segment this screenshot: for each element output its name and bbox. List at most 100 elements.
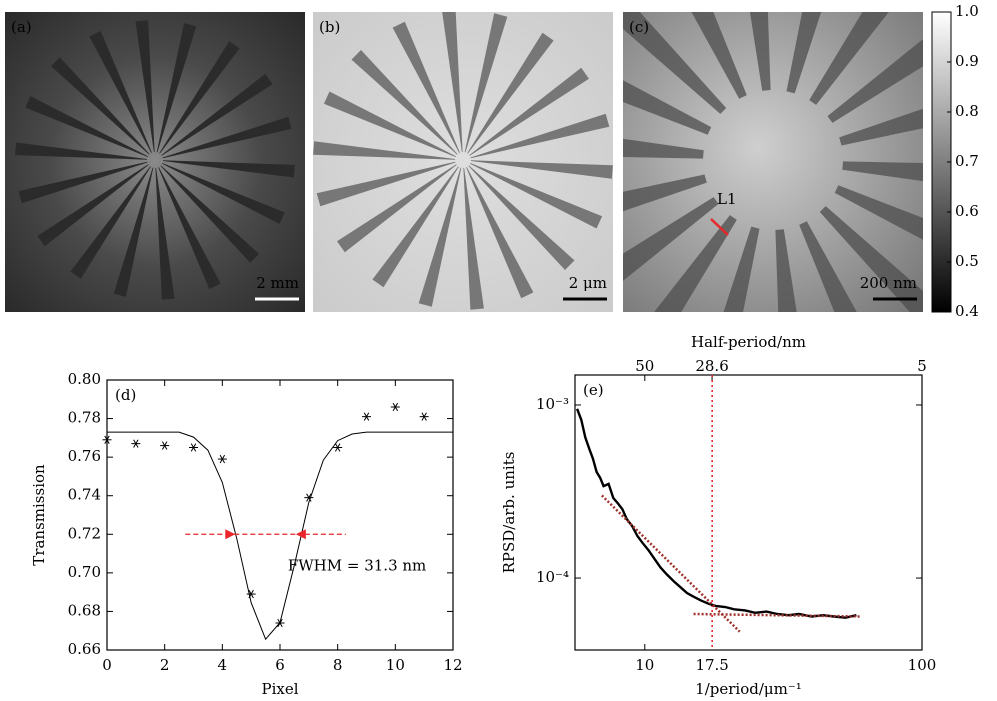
- spoke: [162, 116, 292, 159]
- x2-axis-label: Half-period/nm: [691, 333, 806, 351]
- spoke: [775, 229, 797, 312]
- image-background: [5, 12, 305, 312]
- spoke: [51, 57, 150, 155]
- x-tick-label: 2: [160, 656, 170, 674]
- spoke: [372, 166, 459, 288]
- star-stroke: [306, 493, 312, 502]
- spoke: [18, 161, 148, 204]
- colorbar-tick-label: 0.6: [955, 202, 979, 220]
- scale-bar-label: 2 μm: [569, 274, 607, 292]
- x2-tick-label: 50: [635, 357, 654, 375]
- data-point: [333, 443, 343, 452]
- x-axis-label: 1/period/μm⁻¹: [695, 680, 802, 698]
- data-point: [131, 439, 141, 448]
- star-stroke: [161, 441, 168, 450]
- fit-line: [601, 494, 741, 633]
- colorbar-tick-label: 0.5: [955, 252, 979, 270]
- marker-line: [710, 218, 729, 236]
- spoke: [468, 165, 575, 270]
- spoke: [827, 39, 923, 123]
- spoke: [749, 12, 771, 91]
- spoke: [819, 206, 923, 312]
- x-tick-label: 4: [218, 656, 228, 674]
- spoke: [162, 160, 295, 178]
- colorbar-tick-label: 0.9: [955, 52, 979, 70]
- plot-frame: [106, 379, 454, 651]
- scale-bar-label: 200 nm: [860, 274, 917, 292]
- x-tick-label: 8: [333, 656, 343, 674]
- spoke: [464, 13, 508, 153]
- star-stroke: [104, 435, 110, 444]
- spoke: [723, 226, 760, 312]
- spoke: [623, 80, 712, 135]
- y-tick-label: 0.78: [68, 409, 101, 427]
- spoke: [799, 221, 857, 312]
- star-stroke: [392, 402, 399, 412]
- spoke: [162, 163, 285, 224]
- data-point: [419, 412, 429, 421]
- y-tick-label: 0.68: [68, 601, 101, 619]
- annotation-text: FWHM = 31.3 nm: [288, 556, 426, 574]
- y-tick-label: 10⁻⁴: [536, 568, 569, 586]
- spoke: [442, 12, 463, 153]
- star-stroke: [190, 443, 197, 452]
- spoke: [89, 31, 152, 153]
- panel-label: (e): [583, 381, 604, 399]
- spoke: [470, 160, 613, 179]
- marker-label: L1: [717, 190, 737, 208]
- spoke: [392, 21, 460, 153]
- image-panel: (b) 2 μm: [313, 12, 613, 312]
- x-tick-label: 0: [102, 656, 112, 674]
- colorbar-tick-label: 0.7: [955, 152, 979, 170]
- spoke: [623, 12, 727, 114]
- y-axis-label: Transmission: [30, 464, 48, 566]
- data-point: [362, 412, 371, 421]
- spoke: [469, 67, 589, 156]
- y-tick-label: 0.76: [68, 447, 101, 465]
- spoke: [135, 20, 155, 153]
- panel-label: (d): [115, 386, 136, 404]
- panel-label: (a): [11, 18, 32, 36]
- spoke: [809, 12, 889, 105]
- x2-tick-label: 28.6: [695, 357, 728, 375]
- spoke: [466, 167, 534, 299]
- y-tick-label: 0.70: [68, 563, 101, 581]
- panel-label: (c): [629, 18, 649, 36]
- star-stroke: [421, 412, 427, 421]
- x2-tick-label: 5: [917, 357, 927, 375]
- spoke: [623, 174, 707, 212]
- star-stroke: [219, 454, 226, 464]
- spoke: [418, 167, 462, 307]
- reference-label: 17.5: [695, 656, 728, 674]
- y-tick-label: 0.66: [68, 640, 101, 658]
- y-axis-label: RPSD/arb. units: [500, 452, 518, 574]
- spoke: [470, 113, 610, 159]
- spoke: [313, 141, 456, 160]
- spoke: [25, 96, 148, 157]
- spoke: [70, 166, 151, 279]
- colorbar-tick-label: 0.4: [955, 302, 979, 320]
- spoke: [623, 138, 704, 159]
- x-tick-label: 100: [908, 656, 937, 674]
- panel-label: (b): [319, 18, 340, 36]
- star-stroke: [334, 443, 341, 452]
- spoke: [467, 32, 554, 154]
- x-tick-label: 10: [386, 656, 405, 674]
- spoke: [155, 167, 175, 300]
- spoke: [786, 12, 822, 94]
- spoke: [470, 163, 603, 229]
- colorbar-tick-label: 0.8: [955, 102, 979, 120]
- spoke: [159, 41, 240, 154]
- spoke: [323, 91, 456, 157]
- data-point: [304, 493, 314, 502]
- spoke: [654, 215, 737, 312]
- spoke: [463, 167, 484, 310]
- spoke: [316, 161, 456, 207]
- x-tick-label: 10: [635, 656, 654, 674]
- spoke: [15, 142, 148, 160]
- y-tick-label: 0.80: [68, 370, 101, 388]
- star-stroke: [363, 412, 370, 421]
- star-stroke: [133, 439, 139, 448]
- data-point: [189, 443, 198, 452]
